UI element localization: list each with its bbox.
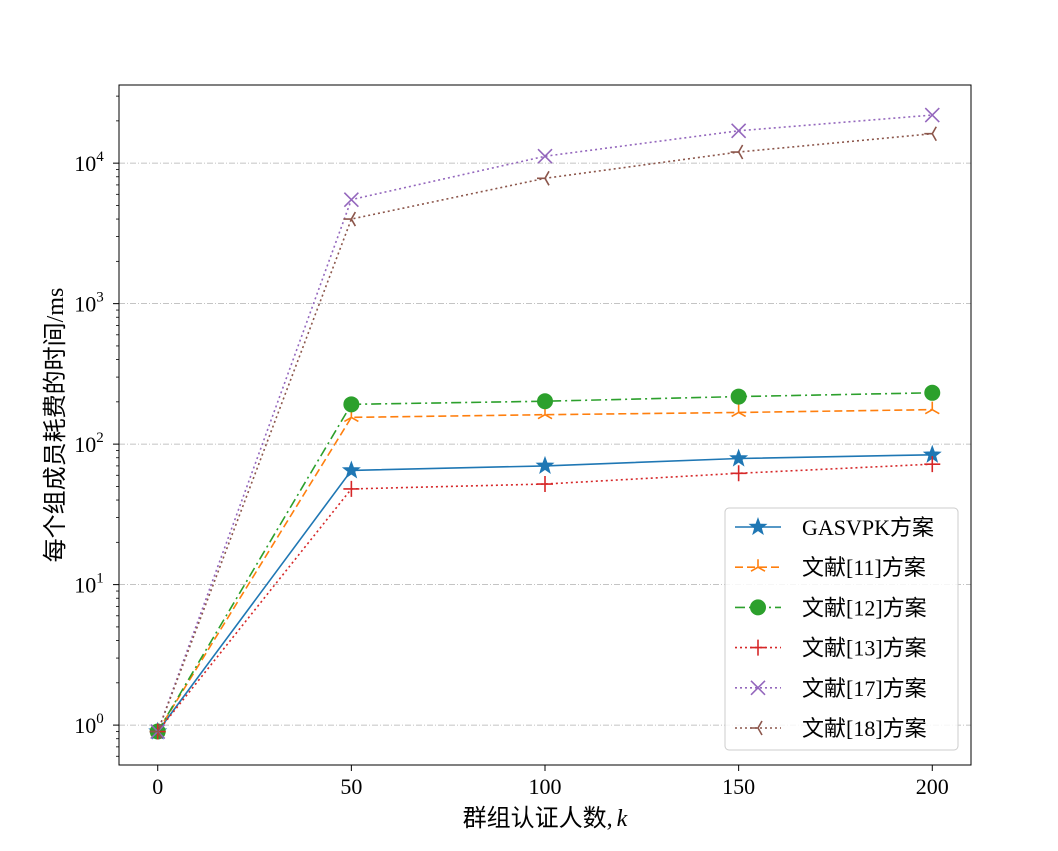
legend-marker: [750, 680, 766, 696]
legend-label: 文献[11]方案: [802, 555, 926, 580]
legend-marker: [750, 559, 766, 572]
legend-marker: [748, 517, 768, 536]
legend-item: 文献[11]方案: [735, 555, 926, 580]
y-tick-label: 101: [74, 571, 104, 598]
legend-label: GASVPK方案: [802, 515, 934, 540]
legend-item: 文献[18]方案: [735, 716, 927, 741]
legend-item: GASVPK方案: [735, 515, 934, 540]
data-point: [731, 123, 747, 139]
data-point: [924, 126, 937, 142]
series-5: [150, 107, 940, 740]
y-tick-label-exponent: 2: [96, 430, 104, 446]
data-point: [537, 393, 553, 410]
data-point: [924, 107, 940, 123]
legend-marker: [750, 639, 766, 656]
series-group: [148, 107, 942, 740]
legend-entries: GASVPK方案文献[11]方案文献[12]方案文献[13]方案文献[17]方案…: [735, 515, 934, 741]
y-tick-label-exponent: 3: [96, 290, 104, 306]
x-axis-label-variable: k: [617, 806, 628, 832]
y-tick-label-base: 10: [74, 573, 96, 598]
y-tick-label-base: 10: [74, 151, 96, 176]
y-tick-label: 103: [74, 290, 104, 317]
series-line: [157, 463, 933, 733]
legend-marker: [750, 720, 763, 736]
legend-box: [724, 507, 959, 751]
legend-marker: [750, 599, 766, 616]
legend: GASVPK方案文献[11]方案文献[12]方案文献[13]方案文献[17]方案…: [724, 507, 959, 751]
legend-label: 文献[17]方案: [802, 676, 927, 701]
legend-item: 文献[13]方案: [735, 636, 927, 661]
data-point: [343, 192, 359, 208]
x-tick-label: 0: [152, 774, 163, 799]
legend-item: 文献[12]方案: [735, 595, 927, 620]
x-axis-label-text: 群组认证人数,: [463, 805, 613, 832]
x-tick-label: 50: [340, 774, 362, 799]
data-point: [343, 211, 357, 227]
data-point: [731, 404, 747, 418]
y-tick-label-base: 10: [74, 713, 96, 738]
x-axis-label: 群组认证人数, k: [463, 805, 628, 832]
data-point: [535, 455, 555, 474]
legend-label: 文献[18]方案: [802, 716, 927, 741]
data-point: [729, 448, 749, 467]
y-tick-label: 104: [74, 149, 104, 176]
data-point: [537, 148, 553, 164]
data-point: [730, 144, 744, 160]
data-point: [537, 476, 553, 493]
y-tick-label: 100: [74, 711, 104, 738]
data-point: [343, 480, 360, 497]
data-point: [149, 724, 163, 739]
data-point: [924, 401, 940, 415]
data-point: [924, 456, 941, 473]
x-tick-label: 100: [529, 774, 562, 799]
data-point: [537, 170, 550, 186]
y-tick-label: 102: [74, 430, 104, 457]
legend-label: 文献[13]方案: [802, 636, 927, 661]
y-tick-label-base: 10: [74, 432, 96, 457]
y-tick-label-exponent: 1: [96, 571, 104, 587]
data-point: [730, 388, 747, 405]
y-tick-label-base: 10: [74, 292, 96, 317]
data-point: [924, 384, 941, 401]
series-line: [157, 408, 933, 732]
series-6: [149, 126, 937, 739]
x-tick-label: 150: [722, 774, 755, 799]
x-tick-label: 200: [916, 774, 949, 799]
data-point: [341, 460, 361, 479]
data-point: [730, 465, 747, 482]
data-point: [343, 396, 360, 413]
y-tick-label-exponent: 0: [96, 711, 104, 727]
y-tick-label-exponent: 4: [96, 149, 104, 165]
legend-label: 文献[12]方案: [802, 595, 927, 620]
y-axis-label: 每个组成员耗费的时间/ms: [42, 288, 69, 563]
legend-item: 文献[17]方案: [735, 676, 927, 701]
